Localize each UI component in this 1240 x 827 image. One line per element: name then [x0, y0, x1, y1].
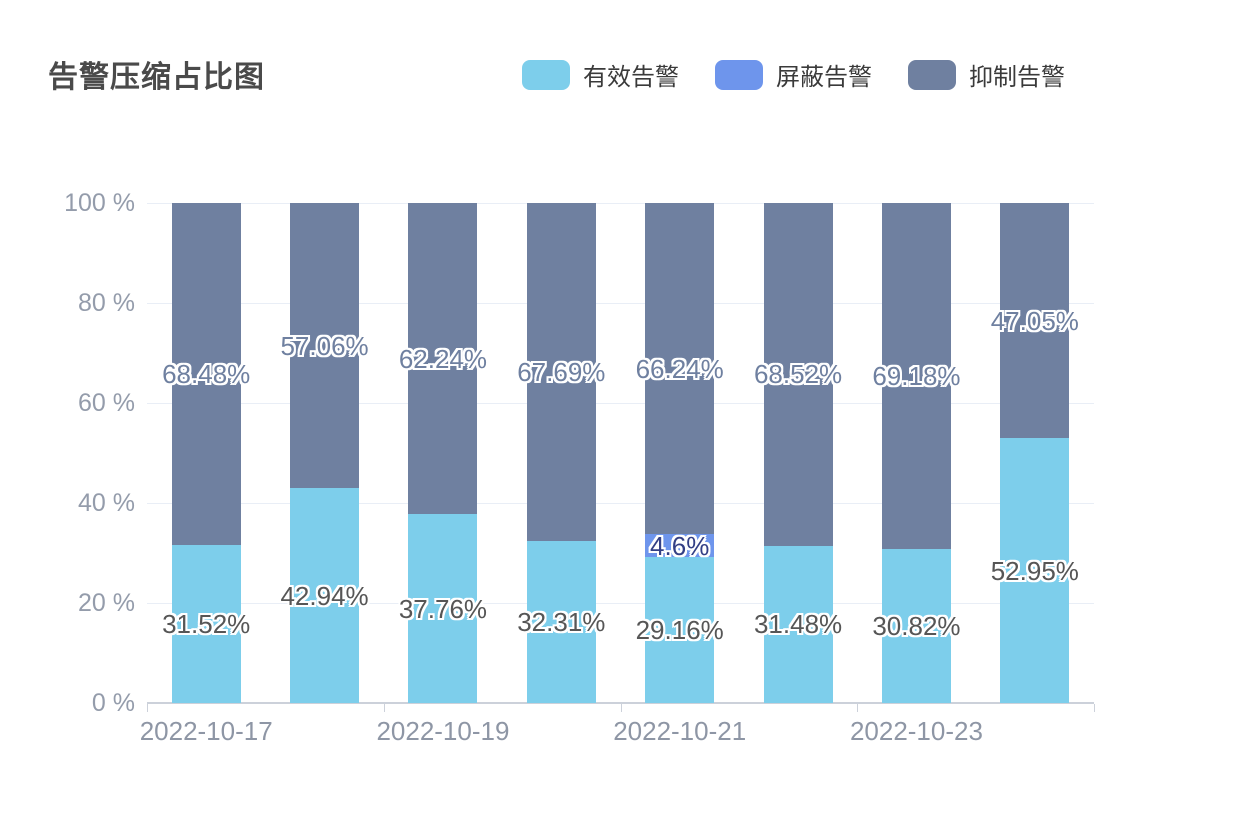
x-axis-date-label: 2022-10-17 [139, 716, 273, 746]
y-axis-tick-label: 80 % [78, 289, 135, 317]
legend-swatch-icon [522, 59, 570, 90]
y-axis-tick-label: 0 % [91, 689, 135, 717]
bar-segment-抑制告警-2022-10-23[interactable] [881, 203, 951, 549]
x-axis-date-label: 2022-10-23 [849, 716, 983, 746]
bar-segment-抑制告警-2022-10-18[interactable] [290, 203, 360, 489]
y-axis-tick-label: 20 % [78, 589, 135, 617]
bar-segment-有效告警-2022-10-23[interactable] [881, 548, 951, 703]
bar-segment-有效告警-2022-10-17[interactable] [171, 545, 241, 703]
legend-item-label: 有效告警 [583, 64, 679, 91]
x-axis-tick [383, 704, 385, 712]
x-axis-tick [620, 704, 622, 712]
y-gridline [147, 403, 1094, 404]
legend-swatch-icon [908, 59, 956, 90]
bar-segment-抑制告警-2022-10-22[interactable] [763, 203, 833, 546]
x-axis-date-label: 2022-10-21 [613, 716, 747, 746]
y-gridline [147, 203, 1094, 204]
y-axis-tick-label: 100 % [64, 189, 135, 217]
legend-item-label: 抑制告警 [969, 64, 1065, 91]
legend-item-3[interactable]: 抑制告警 [908, 57, 1065, 92]
bar-segment-抑制告警-2022-10-19[interactable] [408, 203, 478, 515]
y-axis-tick-label: 60 % [78, 389, 135, 417]
bar-segment-有效告警-2022-10-20[interactable] [526, 541, 596, 703]
legend-swatch-icon [715, 59, 763, 90]
bar-segment-有效告警-2022-10-24[interactable] [1000, 438, 1070, 703]
x-axis-line [147, 702, 1094, 704]
bar-segment-有效告警-2022-10-19[interactable] [408, 514, 478, 703]
legend: 有效告警 屏蔽告警 抑制告警 [522, 57, 1065, 92]
chart-title: 告警压缩占比图 [48, 61, 265, 94]
y-gridline [147, 303, 1094, 304]
bar-segment-有效告警-2022-10-22[interactable] [763, 545, 833, 703]
bar-segment-抑制告警-2022-10-21[interactable] [645, 203, 715, 535]
legend-item-1[interactable]: 有效告警 [522, 57, 679, 92]
x-axis-tick [857, 704, 859, 712]
bar-segment-抑制告警-2022-10-17[interactable] [171, 203, 241, 546]
y-axis-tick-label: 40 % [78, 489, 135, 517]
bar-segment-有效告警-2022-10-21[interactable] [645, 557, 715, 703]
bar-segment-有效告警-2022-10-18[interactable] [290, 488, 360, 703]
bar-segment-屏蔽告警-2022-10-21[interactable] [645, 534, 715, 558]
bar-segment-抑制告警-2022-10-20[interactable] [526, 203, 596, 542]
bar-segment-抑制告警-2022-10-24[interactable] [1000, 203, 1070, 439]
legend-item-label: 屏蔽告警 [776, 64, 872, 91]
y-gridline [147, 503, 1094, 504]
x-axis-date-label: 2022-10-19 [376, 716, 510, 746]
x-axis-tick [147, 704, 148, 712]
y-gridline [147, 603, 1094, 604]
legend-item-2[interactable]: 屏蔽告警 [715, 57, 872, 92]
x-axis-tick [1094, 704, 1095, 712]
